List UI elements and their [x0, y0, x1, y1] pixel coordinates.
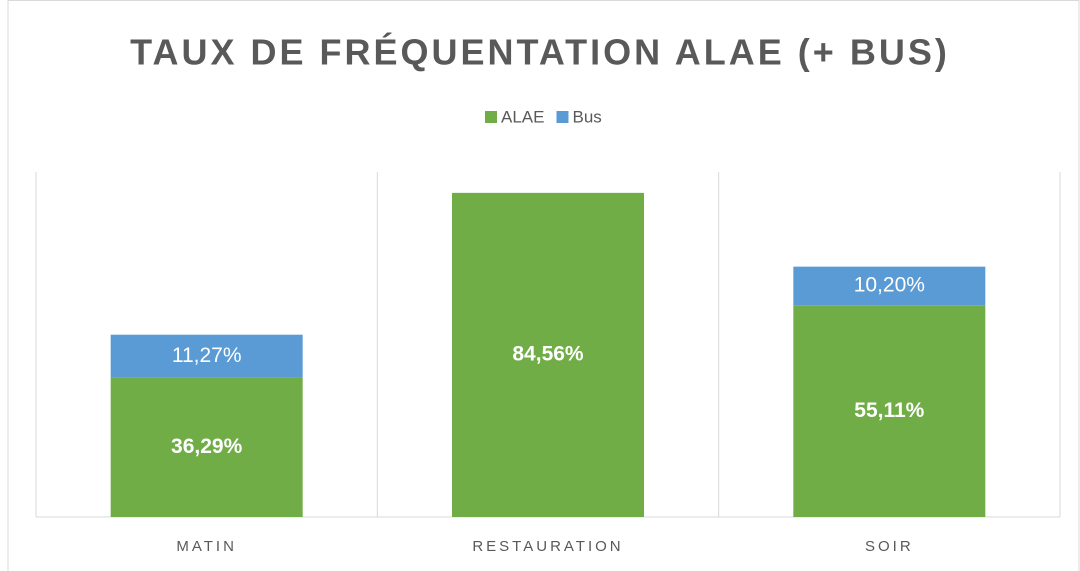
bar-segment — [452, 192, 644, 517]
legend-label: Bus — [572, 107, 601, 126]
bar-segment — [793, 305, 986, 517]
bar-segment — [110, 334, 303, 378]
data-label: 10,20% — [854, 274, 925, 297]
x-tick-label: RESTAURATION — [472, 538, 623, 555]
legend-label: ALAE — [501, 107, 544, 126]
legend-swatch — [485, 111, 497, 123]
bar-segment — [110, 377, 303, 517]
x-tick-label: SOIR — [865, 538, 914, 555]
x-tick-label: MATIN — [176, 538, 237, 555]
data-label: 36,29% — [171, 435, 243, 458]
data-label: 55,11% — [854, 399, 924, 422]
data-label: 84,56% — [512, 342, 584, 365]
legend-swatch — [556, 111, 569, 123]
bar-segment — [793, 266, 986, 306]
chart-title: TAUX DE FRÉQUENTATION ALAE (+ BUS) — [130, 32, 950, 73]
data-label: 11,27% — [172, 344, 242, 367]
